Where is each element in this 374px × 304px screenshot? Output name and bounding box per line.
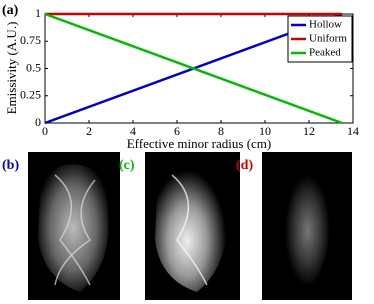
panel-label: (c): [119, 158, 135, 173]
x-tick-label: 4: [130, 124, 136, 138]
y-axis-label: Emissivity (A.U.): [4, 22, 19, 115]
x-tick-label: 6: [174, 124, 180, 138]
panel-label: (d): [236, 158, 253, 173]
x-tick-label: 0: [42, 124, 48, 138]
legend-label: Uniform: [309, 33, 347, 45]
panel-label: (a): [2, 3, 19, 18]
legend-label: Peaked: [309, 47, 341, 59]
image-c: [145, 152, 240, 300]
y-tick-label: 0.25: [20, 88, 41, 102]
x-tick-label: 10: [259, 124, 271, 138]
panel-label: (b): [2, 158, 19, 173]
legend-label: Hollow: [309, 19, 342, 31]
image-d: [262, 152, 352, 300]
y-tick-label: 0.75: [20, 33, 41, 47]
y-tick-label: 0: [35, 115, 41, 129]
x-tick-label: 8: [218, 124, 224, 138]
x-tick-label: 12: [303, 124, 315, 138]
x-tick-label: 14: [347, 124, 359, 138]
image-b: [28, 152, 120, 300]
y-tick-label: 0.5: [26, 60, 41, 74]
x-tick-label: 2: [86, 124, 92, 138]
x-axis-label: Effective minor radius (cm): [127, 136, 272, 151]
series-line: [44, 12, 343, 125]
y-tick-label: 1: [35, 6, 41, 20]
